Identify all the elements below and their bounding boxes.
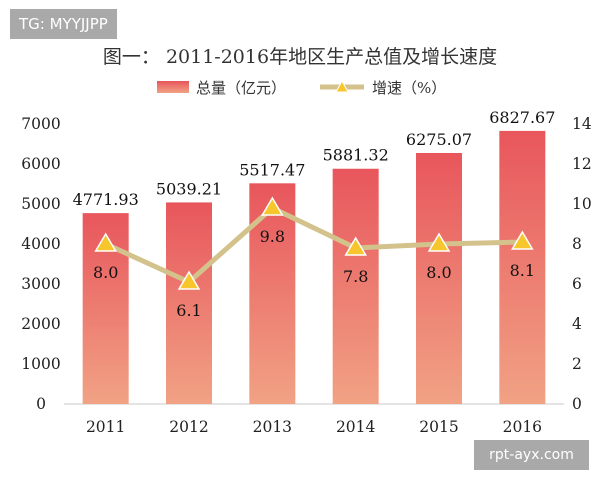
y-left-tick-label: 1000 <box>21 355 60 373</box>
bar-2016 <box>499 130 546 405</box>
growth-value-label: 8.0 <box>93 263 118 282</box>
legend-bar-swatch <box>157 81 189 93</box>
bar-2015 <box>416 152 462 404</box>
growth-marker <box>94 232 117 252</box>
x-tick-label: 2012 <box>169 418 208 436</box>
y-left-tick-label: 0 <box>36 395 46 413</box>
bar-2014 <box>332 168 379 404</box>
x-axis: 2011 2012 2013 2014 2015 2016 <box>86 418 542 436</box>
x-tick-label: 2015 <box>419 418 458 436</box>
growth-value-label: 8.1 <box>510 261 535 280</box>
growth-value-label: 8.0 <box>426 263 451 282</box>
growth-value-label: 7.8 <box>343 267 368 286</box>
y-right-tick-label: 14 <box>572 115 592 133</box>
y-right-tick-label: 4 <box>572 315 582 333</box>
growth-line <box>104 205 523 285</box>
growth-marker <box>344 236 367 256</box>
bar-value-label: 6275.07 <box>406 130 472 149</box>
bar-2012 <box>166 202 212 404</box>
growth-marker <box>427 232 451 252</box>
y-axis-right: 0 2 4 6 8 10 12 14 <box>572 115 592 413</box>
growth-marker <box>261 196 284 216</box>
x-tick-label: 2011 <box>86 418 125 436</box>
growth-value-label: 9.8 <box>260 227 285 246</box>
x-tick-label: 2016 <box>503 418 542 436</box>
legend-bar-label: 总量（亿元） <box>196 79 286 97</box>
y-left-tick-label: 6000 <box>21 155 60 173</box>
bar-value-label: 5039.21 <box>156 179 222 198</box>
bar-value-label: 5517.47 <box>239 160 305 179</box>
y-left-tick-label: 5000 <box>21 195 60 213</box>
y-right-tick-label: 6 <box>572 275 582 293</box>
y-left-tick-label: 2000 <box>21 315 60 333</box>
chart-title: 图一： 2011-2016年地区生产总值及增长速度 <box>103 46 497 68</box>
x-tick-label: 2014 <box>336 418 376 436</box>
bar-value-labels: 4771.93 5039.21 5517.47 5881.32 6275.07 6827.… <box>73 108 556 209</box>
growth-value-label: 6.1 <box>176 301 201 320</box>
y-left-tick-label: 7000 <box>21 115 60 133</box>
bar-value-label: 5881.32 <box>323 146 389 165</box>
legend: 总量（亿元） 增速（%） <box>157 79 446 97</box>
y-right-tick-label: 8 <box>572 235 582 253</box>
watermark-badge: rpt-ayx.com <box>474 440 589 470</box>
growth-marker <box>511 230 534 250</box>
y-right-tick-label: 10 <box>572 195 592 213</box>
y-right-tick-label: 0 <box>572 395 582 413</box>
bar-value-label: 6827.67 <box>489 108 555 127</box>
growth-line-series <box>94 196 534 290</box>
y-left-tick-label: 3000 <box>21 275 60 293</box>
legend-line-label: 增速（%） <box>372 79 446 97</box>
legend-triangle-marker <box>335 79 349 93</box>
bar-series <box>82 130 546 405</box>
y-left-tick-label: 4000 <box>21 235 60 253</box>
bar-value-label: 4771.93 <box>73 190 139 209</box>
x-tick-label: 2013 <box>253 418 292 436</box>
tag-badge: TG: MYYJJPP <box>10 9 117 39</box>
y-right-tick-label: 2 <box>572 355 582 373</box>
y-axis-left: 0 1000 2000 3000 4000 5000 6000 7000 <box>21 115 60 413</box>
growth-marker <box>177 270 201 290</box>
y-right-tick-label: 12 <box>572 155 592 173</box>
growth-value-labels: 8.0 6.1 9.8 7.8 8.0 8.1 <box>93 227 535 320</box>
